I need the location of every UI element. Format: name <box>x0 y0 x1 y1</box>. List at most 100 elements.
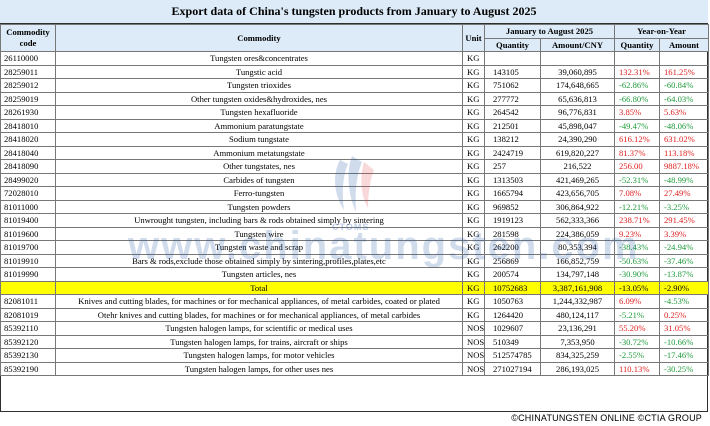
yoy-quantity-cell: -52.31% <box>614 172 660 187</box>
unit-cell: KG <box>462 267 485 282</box>
quantity-cell: 264542 <box>484 105 541 120</box>
yoy-amount-cell: 31.05% <box>659 321 709 336</box>
watermark-logo-text: CTOMS <box>332 222 370 232</box>
yoy-amount-cell: 3.39% <box>659 226 709 241</box>
commodity-code-cell: 26110000 <box>0 51 56 66</box>
quantity-cell: 281598 <box>484 226 541 241</box>
yoy-amount-cell: 291.45% <box>659 213 709 228</box>
yoy-amount-cell: 161.25% <box>659 64 709 79</box>
yoy-quantity-cell: 256.00 <box>614 159 660 174</box>
quantity-cell: 1264420 <box>484 307 541 322</box>
yoy-amount-cell: -3.25% <box>659 199 709 214</box>
header-unit: Unit <box>462 24 485 52</box>
amount-cell: 216,522 <box>540 159 615 174</box>
amount-cell: 306,864,922 <box>540 199 615 214</box>
table-row: 85392120 Tungsten halogen lamps, for trai… <box>0 334 709 349</box>
commodity-name-cell: Tungsten waste and scrap <box>55 240 463 255</box>
commodity-name-cell: Tungsten wire <box>55 226 463 241</box>
quantity-cell: 510349 <box>484 334 541 349</box>
table-row: 81019910 Bars & rods,exclude those obtain… <box>0 253 709 268</box>
amount-cell: 834,325,259 <box>540 348 615 363</box>
amount-cell: 619,820,227 <box>540 145 615 160</box>
unit-cell: KG <box>462 64 485 79</box>
yoy-quantity-cell: 9.23% <box>614 226 660 241</box>
commodity-code-cell: 81019990 <box>0 267 56 282</box>
commodity-code-cell: 81019600 <box>0 226 56 241</box>
yoy-quantity-cell: 238.71% <box>614 213 660 228</box>
commodity-code-cell: 28261930 <box>0 105 56 120</box>
amount-cell: 24,390,290 <box>540 132 615 147</box>
header-commodity-code: Commodity code <box>0 24 56 52</box>
commodity-code-cell: 28418020 <box>0 132 56 147</box>
unit-cell: NOS <box>462 361 485 376</box>
commodity-code-cell: 81019400 <box>0 213 56 228</box>
table-row: 28418040 Ammonium metatungstate KG 2424719 6… <box>0 145 709 160</box>
yoy-quantity-cell: -5.21% <box>614 307 660 322</box>
yoy-amount-cell: -48.99% <box>659 172 709 187</box>
commodity-code-cell: 85392130 <box>0 348 56 363</box>
commodity-name-cell: Tungsten ores&concentrates <box>55 51 463 66</box>
commodity-name-cell: Knives and cutting blades, for machines … <box>55 294 463 309</box>
yoy-amount-cell: -4.53% <box>659 294 709 309</box>
commodity-code-cell: 82081019 <box>0 307 56 322</box>
copyright-footer: ©CHINATUNGSTEN ONLINE ©CTIA GROUP <box>511 413 702 423</box>
table-row: 82081019 Otehr knives and cutting blades,… <box>0 307 709 322</box>
amount-cell: 80,353,394 <box>540 240 615 255</box>
table-row: 28418090 Other tungstates, nes KG 257 216,52… <box>0 159 709 174</box>
table-row: 28259011 Tungstic acid KG 143105 39,060,895 1… <box>0 64 709 79</box>
quantity-cell: 212501 <box>484 118 541 133</box>
quantity-cell <box>484 51 541 66</box>
yoy-quantity-cell: -66.80% <box>614 91 660 106</box>
table-row: 85392110 Tungsten halogen lamps, for scie… <box>0 321 709 336</box>
unit-cell: KG <box>462 280 485 295</box>
unit-cell: KG <box>462 145 485 160</box>
amount-cell: 45,898,047 <box>540 118 615 133</box>
commodity-name-cell: Total <box>55 280 463 295</box>
table-row: 28499020 Carbides of tungsten KG 1313503 421… <box>0 172 709 187</box>
quantity-cell: 271027194 <box>484 361 541 376</box>
unit-cell: KG <box>462 159 485 174</box>
yoy-quantity-cell: -62.86% <box>614 78 660 93</box>
commodity-code-cell: 81019700 <box>0 240 56 255</box>
amount-cell: 166,852,759 <box>540 253 615 268</box>
commodity-name-cell: Otehr knives and cutting blades, for mac… <box>55 307 463 322</box>
quantity-cell: 512574785 <box>484 348 541 363</box>
yoy-amount-cell: 0.25% <box>659 307 709 322</box>
commodity-name-cell: Unwrought tungsten, including bars & rod… <box>55 213 463 228</box>
quantity-cell: 262200 <box>484 240 541 255</box>
commodity-name-cell: Tungsten halogen lamps, for scientific o… <box>55 321 463 336</box>
commodity-name-cell: Tungsten powders <box>55 199 463 214</box>
table-row: 81019700 Tungsten waste and scrap KG 262200… <box>0 240 709 255</box>
commodity-code-cell: 28499020 <box>0 172 56 187</box>
yoy-amount-cell: -24.94% <box>659 240 709 255</box>
unit-cell: KG <box>462 226 485 241</box>
yoy-amount-cell: -2.90% <box>659 280 709 295</box>
commodity-name-cell: Tungsten halogen lamps, for other uses n… <box>55 361 463 376</box>
amount-cell: 1,244,332,987 <box>540 294 615 309</box>
export-data-table: Commodity code Commodity Unit January to… <box>0 24 709 376</box>
unit-cell: KG <box>462 105 485 120</box>
header-quantity: Quantity <box>484 37 541 52</box>
header-yoy-quantity: Quantity <box>614 37 660 52</box>
header-yoy-amount: Amount <box>659 37 709 52</box>
header-period: January to August 2025 <box>484 24 615 39</box>
amount-cell: 562,333,366 <box>540 213 615 228</box>
quantity-cell: 1050763 <box>484 294 541 309</box>
amount-cell: 423,656,705 <box>540 186 615 201</box>
unit-cell: KG <box>462 307 485 322</box>
table-row: 26110000 Tungsten ores&concentrates KG <box>0 51 709 66</box>
quantity-cell: 1313503 <box>484 172 541 187</box>
yoy-amount-cell: 9887.18% <box>659 159 709 174</box>
quantity-cell: 256869 <box>484 253 541 268</box>
yoy-quantity-cell: -13.05% <box>614 280 660 295</box>
commodity-code-cell <box>0 280 56 295</box>
unit-cell: NOS <box>462 348 485 363</box>
yoy-amount-cell: -17.46% <box>659 348 709 363</box>
commodity-code-cell: 28418010 <box>0 118 56 133</box>
commodity-name-cell: Other tungsten oxides&hydroxides, nes <box>55 91 463 106</box>
commodity-code-cell: 85392190 <box>0 361 56 376</box>
yoy-quantity-cell: 3.85% <box>614 105 660 120</box>
yoy-quantity-cell: 132.31% <box>614 64 660 79</box>
unit-cell: KG <box>462 213 485 228</box>
amount-cell: 480,124,117 <box>540 307 615 322</box>
